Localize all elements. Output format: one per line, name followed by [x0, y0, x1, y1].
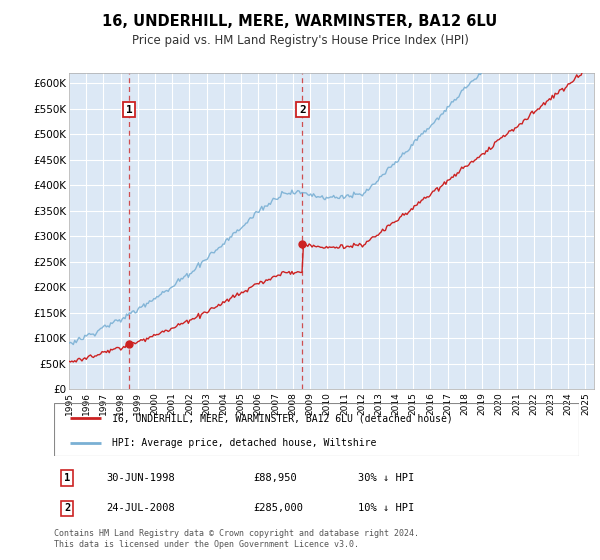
Text: 24-JUL-2008: 24-JUL-2008 [107, 503, 175, 514]
Text: Price paid vs. HM Land Registry's House Price Index (HPI): Price paid vs. HM Land Registry's House … [131, 34, 469, 46]
Text: 1: 1 [64, 473, 70, 483]
Text: 30-JUN-1998: 30-JUN-1998 [107, 473, 175, 483]
Text: 1: 1 [126, 105, 133, 115]
Text: 2: 2 [299, 105, 306, 115]
Text: Contains HM Land Registry data © Crown copyright and database right 2024.
This d: Contains HM Land Registry data © Crown c… [54, 529, 419, 549]
Text: 2: 2 [64, 503, 70, 514]
Text: 16, UNDERHILL, MERE, WARMINSTER, BA12 6LU: 16, UNDERHILL, MERE, WARMINSTER, BA12 6L… [103, 14, 497, 29]
Text: 16, UNDERHILL, MERE, WARMINSTER, BA12 6LU (detached house): 16, UNDERHILL, MERE, WARMINSTER, BA12 6L… [112, 413, 452, 423]
Text: 30% ↓ HPI: 30% ↓ HPI [359, 473, 415, 483]
Text: 10% ↓ HPI: 10% ↓ HPI [359, 503, 415, 514]
Text: HPI: Average price, detached house, Wiltshire: HPI: Average price, detached house, Wilt… [112, 438, 376, 448]
Text: £285,000: £285,000 [254, 503, 304, 514]
Text: £88,950: £88,950 [254, 473, 297, 483]
